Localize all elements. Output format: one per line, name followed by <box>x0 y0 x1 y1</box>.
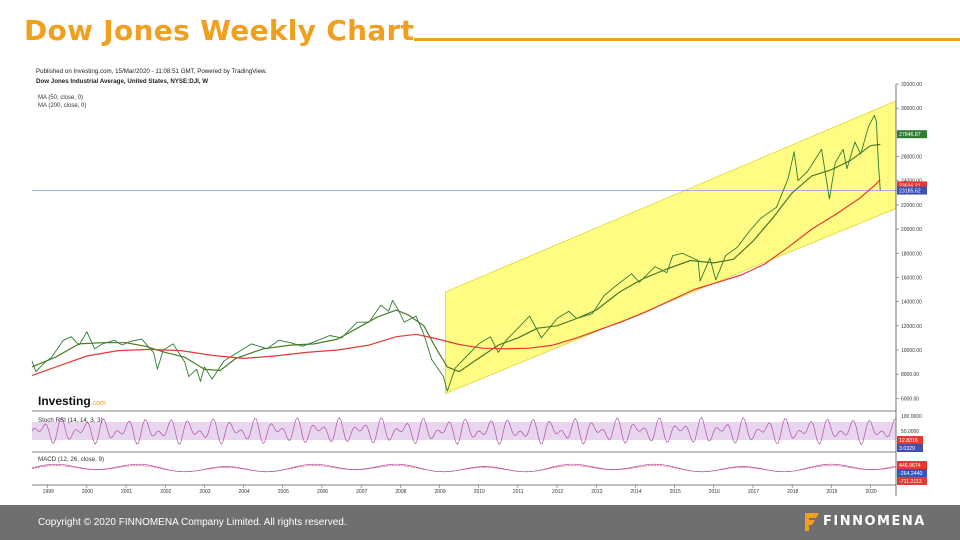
price-label-box <box>897 181 927 190</box>
published-line: Published on Investing.com, 15/Mar/2020 … <box>36 68 267 75</box>
x-tick-label: 2010 <box>474 489 485 495</box>
x-tick-label: 2015 <box>670 489 681 495</box>
title-rule <box>414 38 960 41</box>
slide-title: Dow Jones Weekly Chart <box>24 14 415 47</box>
finnomena-logo-icon <box>805 513 819 531</box>
x-tick-label: 1999 <box>43 489 54 495</box>
x-tick-label: 2016 <box>709 489 720 495</box>
macd-value-box <box>897 461 927 469</box>
stoch-band <box>32 422 896 440</box>
x-tick-label: 2007 <box>356 489 367 495</box>
price-label: 23616.21 <box>899 183 921 189</box>
stoch-value-box <box>897 436 923 444</box>
x-tick-label: 2003 <box>199 489 210 495</box>
x-tick-label: 2000 <box>82 489 93 495</box>
macd-value-label: -264.2440 <box>899 471 922 477</box>
x-tick-label: 2014 <box>630 489 641 495</box>
x-axis: 1999 2000 2001 2002 2003 2004 2005 2006 2007 2008… <box>43 485 877 495</box>
y-tick-label: 22000.00 <box>901 203 922 209</box>
x-tick-label: 2011 <box>513 489 524 495</box>
macd-value-label: 446.9674 <box>899 463 921 469</box>
price-label-box <box>897 186 927 195</box>
x-tick-label: 2018 <box>787 489 798 495</box>
stoch-rsi-panel <box>31 416 897 446</box>
ma200-label: MA (200, close, 0) <box>38 103 86 109</box>
price-line <box>31 114 881 392</box>
y-tick-label: 18000.00 <box>901 251 922 257</box>
y-tick-label: 26000.00 <box>901 155 922 161</box>
y-tick-label: 10000.00 <box>901 348 922 354</box>
x-tick-label: 2013 <box>591 489 602 495</box>
x-tick-label: 2004 <box>239 489 250 495</box>
macd-line <box>31 463 897 473</box>
y-tick-label: 16000.00 <box>901 275 922 281</box>
y-tick-label: 14000.00 <box>901 300 922 306</box>
price-label-box <box>897 130 927 139</box>
stoch-line <box>31 416 897 446</box>
y-tick-label: 20000.00 <box>901 227 922 233</box>
x-tick-label: 2019 <box>826 489 837 495</box>
stoch-label: Stoch RSI (14, 14, 3, 3) <box>38 417 103 424</box>
stoch-tick-label: 100.0000 <box>901 414 922 420</box>
investing-watermark: Investing.com <box>38 394 106 408</box>
watermark-text: Investing <box>38 394 91 408</box>
price-label: 23185.62 <box>899 189 921 195</box>
ma200-line <box>31 179 881 376</box>
ma50-label: MA (50, close, 0) <box>38 95 83 101</box>
macd-value-box <box>897 477 927 485</box>
stoch-value-label: 3.0329 <box>899 446 915 452</box>
dow-jones-chart: Published on Investing.com, 15/Mar/2020 … <box>31 68 927 496</box>
ma50-line <box>31 143 881 373</box>
brand-name: FINNOMENA <box>823 514 926 529</box>
stoch-value-label: 12.8316 <box>899 438 918 444</box>
stoch-value-box <box>897 444 923 452</box>
y-tick-label: 12000.00 <box>901 324 922 330</box>
macd-panel: 446.9674 -264.2440 -711.2113 <box>31 461 927 485</box>
instrument-line: Dow Jones Industrial Average, United Sta… <box>36 78 208 85</box>
x-tick-label: 2017 <box>748 489 759 495</box>
main-price-panel <box>31 100 897 394</box>
macd-value-label: -711.2113 <box>899 479 922 485</box>
macd-label: MACD (12, 26, close, 9) <box>38 456 104 463</box>
x-tick-label: 2001 <box>121 489 132 495</box>
x-tick-label: 2020 <box>866 489 877 495</box>
watermark-suffix: .com <box>91 400 106 407</box>
macd-value-box <box>897 469 927 477</box>
footer-copyright: Copyright © 2020 FINNOMENA Company Limit… <box>38 517 347 528</box>
y-tick-label: 6000.00 <box>901 396 919 402</box>
y-axis: 6000.00 8000.00 10000.00 12000.00 14000.00 16… <box>896 82 927 402</box>
y-tick-label: 8000.00 <box>901 372 919 378</box>
y-tick-label: 32000.00 <box>901 82 922 88</box>
svg-text:Investing.com: Investing.com <box>38 394 106 408</box>
footer-bar: Copyright © 2020 FINNOMENA Company Limit… <box>0 505 960 540</box>
x-tick-label: 2005 <box>278 489 289 495</box>
stoch-tick-label: 50.0000 <box>901 429 919 435</box>
price-label: 27846.87 <box>899 132 921 138</box>
y-tick-label: 30000.00 <box>901 106 922 112</box>
x-tick-label: 2002 <box>160 489 171 495</box>
x-tick-label: 2008 <box>395 489 406 495</box>
x-tick-label: 2012 <box>552 489 563 495</box>
x-tick-label: 2006 <box>317 489 328 495</box>
x-tick-label: 2009 <box>435 489 446 495</box>
